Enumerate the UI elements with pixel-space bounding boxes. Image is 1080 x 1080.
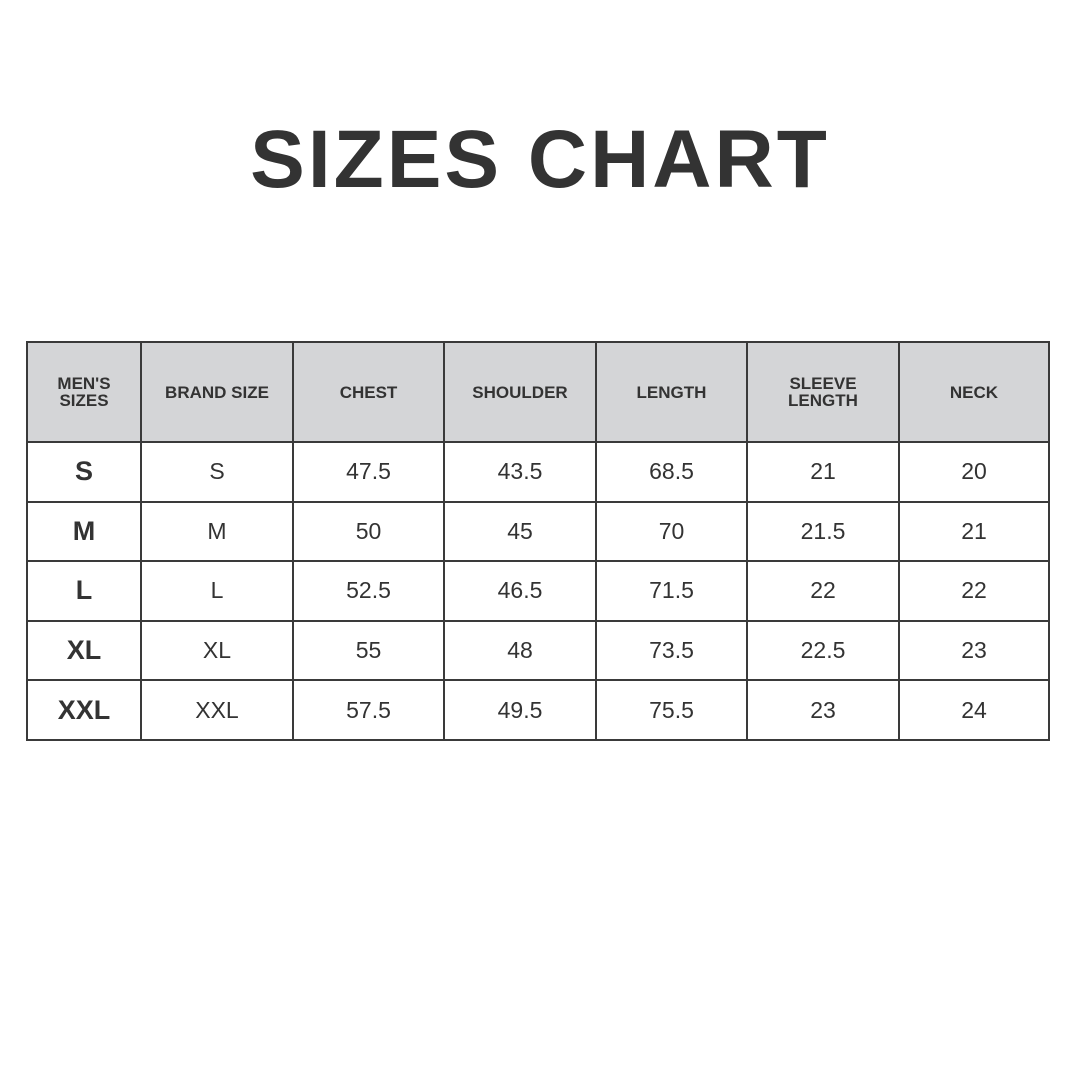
column-header-neck: NECK xyxy=(898,341,1050,443)
cell-mens-sizes: M xyxy=(26,500,142,563)
cell-length: 75.5 xyxy=(595,679,748,741)
cell-neck: 24 xyxy=(898,679,1050,741)
column-header-sleeve-length: SLEEVE LENGTH xyxy=(746,341,900,443)
cell-shoulder: 48 xyxy=(443,619,597,682)
size-table: MEN'S SIZES BRAND SIZE CHEST SHOULDER LENGTH S… xyxy=(26,341,1050,741)
column-header-chest: CHEST xyxy=(292,341,445,443)
table-row: S S 47.5 43.5 68.5 21 20 xyxy=(26,441,1050,503)
cell-length: 68.5 xyxy=(595,441,748,503)
header-label: CHEST xyxy=(339,382,398,402)
header-label: SIZES xyxy=(59,391,109,410)
header-label: BRAND SIZE xyxy=(165,382,269,402)
cell-chest: 47.5 xyxy=(292,441,445,503)
cell-sleeve-length: 21 xyxy=(746,441,900,503)
table-row: L L 52.5 46.5 71.5 22 22 xyxy=(26,560,1050,622)
cell-neck: 22 xyxy=(898,560,1050,622)
cell-mens-sizes: XL xyxy=(26,619,142,682)
cell-sleeve-length: 23 xyxy=(746,679,900,741)
header-label: SLEEVE xyxy=(789,374,857,393)
cell-mens-sizes: XXL xyxy=(26,679,142,741)
column-header-brand-size: BRAND SIZE xyxy=(140,341,294,443)
table-row: XXL XXL 57.5 49.5 75.5 23 24 xyxy=(26,679,1050,741)
header-label: NECK xyxy=(949,382,999,402)
header-row: MEN'S SIZES BRAND SIZE CHEST SHOULDER LENGTH S… xyxy=(26,341,1050,443)
header-label: MEN'S xyxy=(57,374,111,393)
cell-chest: 55 xyxy=(292,619,445,682)
table-row: M M 50 45 70 21.5 21 xyxy=(26,500,1050,563)
cell-shoulder: 43.5 xyxy=(443,441,597,503)
cell-length: 71.5 xyxy=(595,560,748,622)
cell-brand-size: S xyxy=(140,441,294,503)
cell-neck: 21 xyxy=(898,500,1050,563)
cell-brand-size: XXL xyxy=(140,679,294,741)
cell-mens-sizes: L xyxy=(26,560,142,622)
cell-shoulder: 46.5 xyxy=(443,560,597,622)
column-header-length: LENGTH xyxy=(595,341,748,443)
cell-shoulder: 49.5 xyxy=(443,679,597,741)
cell-chest: 50 xyxy=(292,500,445,563)
cell-neck: 23 xyxy=(898,619,1050,682)
cell-length: 70 xyxy=(595,500,748,563)
table-row: XL XL 55 48 73.5 22.5 23 xyxy=(26,619,1050,682)
cell-neck: 20 xyxy=(898,441,1050,503)
cell-shoulder: 45 xyxy=(443,500,597,563)
cell-chest: 52.5 xyxy=(292,560,445,622)
column-header-mens-sizes: MEN'S SIZES xyxy=(26,341,142,443)
cell-brand-size: M xyxy=(140,500,294,563)
page-title: SIZES CHART xyxy=(250,114,830,205)
cell-sleeve-length: 21.5 xyxy=(746,500,900,563)
column-header-shoulder: SHOULDER xyxy=(443,341,597,443)
cell-length: 73.5 xyxy=(595,619,748,682)
header-label: SHOULDER xyxy=(472,382,568,402)
cell-brand-size: L xyxy=(140,560,294,622)
cell-brand-size: XL xyxy=(140,619,294,682)
header-label: LENGTH xyxy=(636,382,707,402)
header-label: LENGTH xyxy=(788,391,858,410)
cell-sleeve-length: 22 xyxy=(746,560,900,622)
cell-mens-sizes: S xyxy=(26,441,142,503)
cell-chest: 57.5 xyxy=(292,679,445,741)
cell-sleeve-length: 22.5 xyxy=(746,619,900,682)
